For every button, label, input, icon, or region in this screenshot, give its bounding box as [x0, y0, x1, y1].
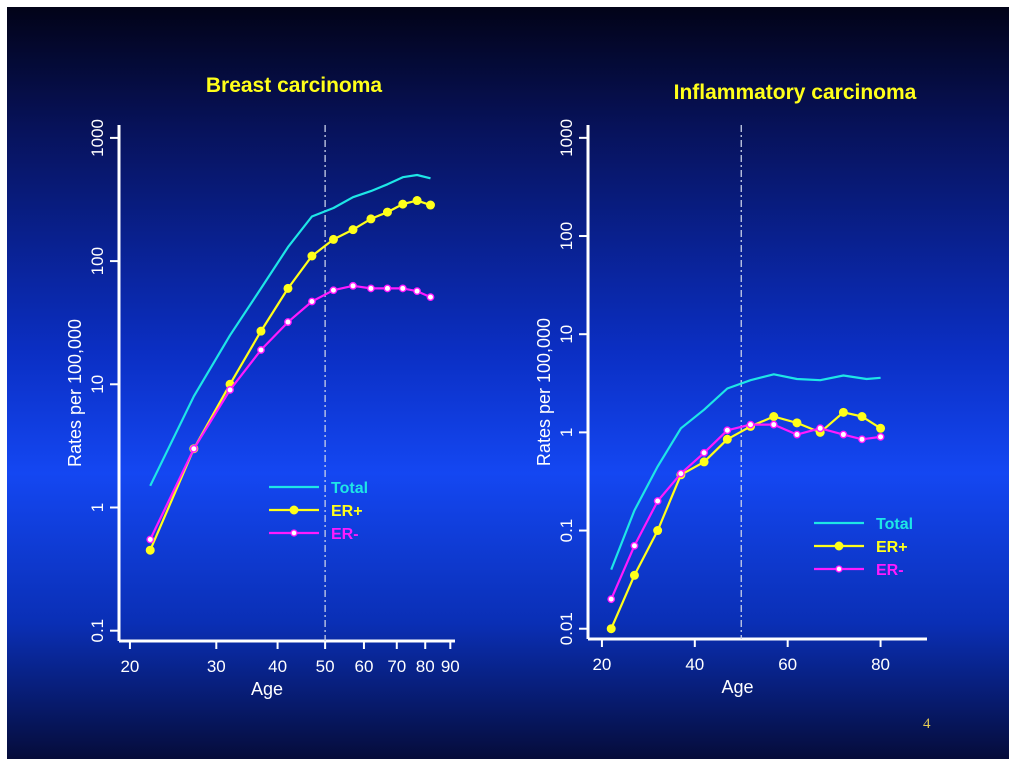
- chart-breast: 0.1 1 10 100 1000 20 30 40 50 60 70 80 90 Age Rates pe…: [65, 119, 460, 699]
- legend-label-ER-: ER-: [876, 562, 904, 579]
- data-point-ER+: [382, 207, 392, 217]
- legend-marker-ER-: [835, 565, 843, 573]
- x-tick-label: 70: [387, 657, 406, 676]
- y-tick-label: 0.1: [557, 519, 576, 543]
- page-number: 4: [923, 716, 931, 732]
- legend-marker-ER+: [834, 541, 844, 551]
- data-point-ER-: [858, 435, 866, 444]
- data-point-ER-: [329, 286, 338, 295]
- data-point-ER-: [839, 430, 848, 439]
- x-tick-label: 80: [416, 657, 435, 676]
- data-point-ER-: [676, 469, 685, 478]
- x-tick-label: 20: [120, 657, 139, 676]
- legend-marker-ER-: [290, 529, 298, 537]
- charts-canvas: Breast carcinoma Inflammatory carcinoma …: [65, 74, 931, 732]
- x-tick-label: 90: [441, 657, 460, 676]
- legend-label-ER-: ER-: [331, 526, 359, 543]
- data-point-ER+: [412, 196, 422, 206]
- x-tick-label: 50: [316, 657, 335, 676]
- data-point-ER-: [700, 448, 708, 457]
- data-point-ER+: [792, 418, 802, 428]
- data-point-ER-: [816, 424, 825, 433]
- chart-title-inflammatory: Inflammatory carcinoma: [674, 81, 917, 104]
- y-tick-label: 100: [88, 247, 107, 275]
- data-point-ER-: [607, 595, 616, 604]
- data-point-ER-: [413, 287, 421, 296]
- series-line-ER+: [149, 199, 431, 551]
- y-tick-label: 10: [557, 325, 576, 344]
- data-point-ER+: [699, 457, 709, 467]
- data-point-ER+: [425, 200, 435, 210]
- x-tick-label: 40: [685, 655, 704, 674]
- y-tick-label: 1000: [88, 119, 107, 157]
- data-point-ER-: [769, 420, 778, 429]
- data-point-ER-: [383, 284, 392, 293]
- series-line-ER-: [610, 423, 881, 600]
- data-point-ER+: [838, 407, 848, 417]
- data-point-ER+: [328, 234, 338, 244]
- legend-label-Total: Total: [876, 516, 913, 533]
- y-axis-label: Rates per 100,000: [534, 318, 554, 466]
- y-tick-label: 0.01: [557, 612, 576, 645]
- series-line-Total: [610, 373, 881, 571]
- x-tick-label: 40: [268, 657, 287, 676]
- legend-label-ER+: ER+: [876, 539, 908, 556]
- data-point-ER+: [145, 545, 155, 555]
- y-tick-label: 10: [88, 375, 107, 394]
- data-point-ER-: [189, 444, 198, 453]
- chart-title-breast: Breast carcinoma: [206, 74, 383, 97]
- x-tick-label: 20: [592, 655, 611, 674]
- legend-label-ER+: ER+: [331, 503, 363, 520]
- x-tick-label: 60: [778, 655, 797, 674]
- data-point-ER+: [366, 214, 376, 224]
- data-point-ER+: [606, 624, 616, 634]
- data-point-ER+: [769, 412, 779, 422]
- data-point-ER+: [398, 199, 408, 209]
- data-point-ER-: [876, 432, 885, 441]
- data-point-ER+: [857, 412, 867, 422]
- data-point-ER-: [793, 430, 801, 439]
- y-tick-label: 1: [557, 428, 576, 437]
- data-point-ER-: [226, 386, 234, 394]
- data-point-ER+: [653, 526, 663, 536]
- data-point-ER-: [257, 346, 265, 354]
- x-tick-label: 80: [871, 655, 890, 674]
- data-point-ER-: [653, 497, 662, 505]
- data-point-ER+: [722, 434, 732, 444]
- x-axis-label: Age: [721, 677, 753, 697]
- y-tick-label: 1: [88, 503, 107, 512]
- data-point-ER-: [308, 297, 316, 306]
- x-axis-label: Age: [251, 679, 283, 699]
- data-point-ER+: [876, 423, 886, 433]
- data-point-ER-: [723, 426, 732, 435]
- series-line-Total: [149, 173, 431, 487]
- data-point-ER+: [256, 326, 266, 336]
- legend-label-Total: Total: [331, 480, 368, 497]
- x-tick-label: 60: [354, 657, 373, 676]
- y-tick-label: 100: [557, 222, 576, 250]
- data-point-ER-: [426, 293, 435, 302]
- data-point-ER-: [398, 284, 407, 293]
- series-line-ER+: [610, 411, 882, 630]
- data-point-ER-: [367, 284, 375, 293]
- legend-marker-ER+: [289, 505, 299, 515]
- x-tick-label: 30: [207, 657, 226, 676]
- data-point-ER-: [146, 535, 155, 544]
- data-point-ER+: [283, 283, 293, 293]
- y-tick-label: 0.1: [88, 619, 107, 643]
- data-point-ER+: [348, 225, 358, 235]
- data-point-ER+: [307, 251, 317, 261]
- data-point-ER+: [629, 570, 639, 580]
- slide: Breast carcinoma Inflammatory carcinoma …: [7, 7, 1009, 759]
- y-axis-label: Rates per 100,000: [65, 319, 85, 467]
- data-point-ER-: [349, 281, 357, 290]
- data-point-ER-: [746, 420, 755, 429]
- data-point-ER-: [284, 318, 292, 326]
- chart-inflammatory: 0.01 0.1 1 10 100 1000 20 40 60 80 Age Rates per 10…: [534, 119, 927, 697]
- data-point-ER-: [630, 541, 639, 550]
- y-tick-label: 1000: [557, 119, 576, 157]
